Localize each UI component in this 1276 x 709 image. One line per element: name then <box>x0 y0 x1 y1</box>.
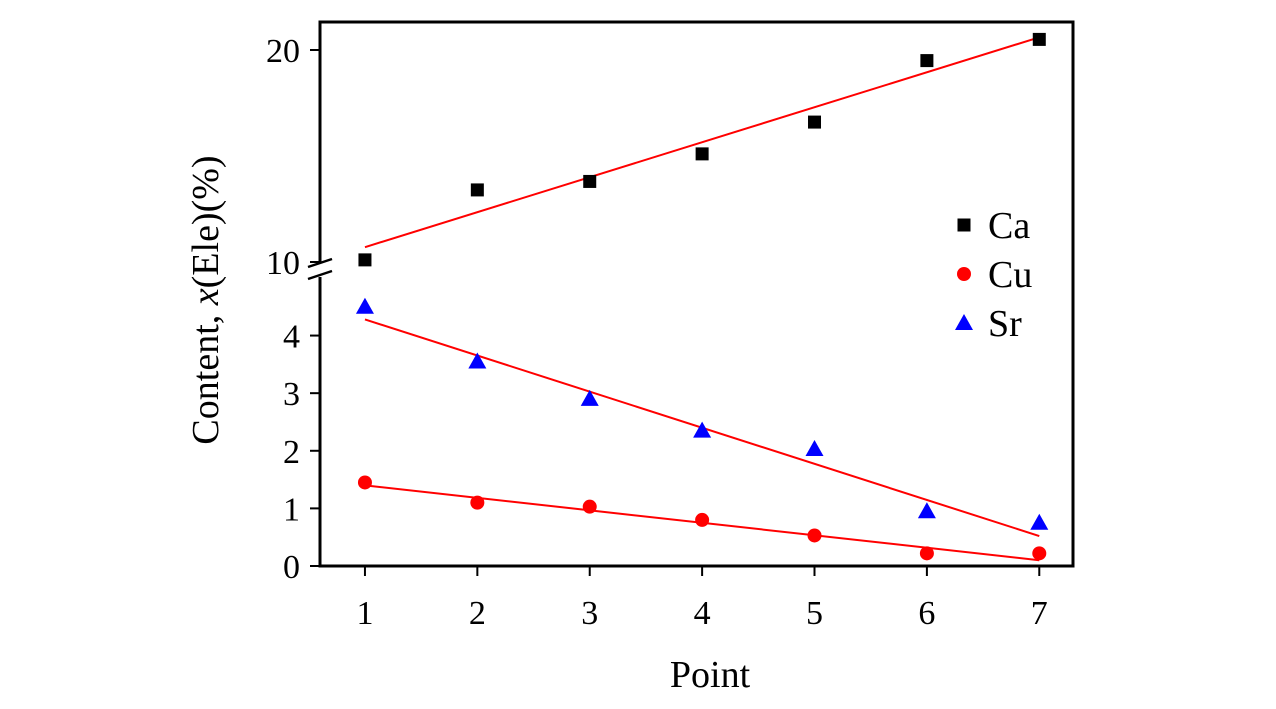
y-tick-label: 1 <box>283 491 300 528</box>
y-tick-label: 10 <box>266 245 300 282</box>
fit-lines <box>364 36 1040 562</box>
x-axis-ticks: 1 2 3 4 5 6 7 <box>356 566 1048 632</box>
legend-label-sr: Sr <box>988 303 1022 345</box>
y-tick-label: 0 <box>283 549 300 586</box>
break-slash <box>307 257 333 269</box>
legend: Ca Cu Sr <box>955 205 1032 345</box>
x-tick-label: 6 <box>918 595 935 632</box>
break-gap <box>316 263 324 277</box>
y-axis-ticks: 0 1 2 3 4 10 20 <box>266 33 320 586</box>
legend-marker-sr <box>955 314 973 330</box>
x-tick-label: 4 <box>694 595 711 632</box>
data-point-sr <box>917 502 936 519</box>
y-axis-title-variable: x <box>185 288 227 306</box>
y-tick-label: 2 <box>283 434 300 471</box>
data-point-cu <box>807 528 822 543</box>
x-tick-label: 2 <box>469 595 486 632</box>
data-point-cu <box>1032 546 1047 561</box>
legend-marker-cu <box>957 267 971 281</box>
plot-frame <box>318 20 1075 568</box>
legend-label-cu: Cu <box>988 254 1032 296</box>
x-tick-label: 5 <box>806 595 823 632</box>
data-point-sr <box>468 352 487 369</box>
data-point-ca <box>808 115 822 129</box>
y-tick-label: 3 <box>283 376 300 413</box>
break-slash <box>307 269 333 281</box>
x-tick-label: 3 <box>581 595 598 632</box>
data-point-ca <box>358 253 372 267</box>
data-point-sr <box>805 440 824 457</box>
y-tick-label: 4 <box>283 319 300 356</box>
y-axis-title-prefix: Content, <box>185 305 227 444</box>
data-point-ca <box>920 54 934 68</box>
fit-line-ca <box>364 36 1040 249</box>
data-point-ca <box>583 174 597 188</box>
data-point-cu <box>357 475 372 490</box>
data-point-ca <box>470 183 484 197</box>
y-tick-label: 20 <box>266 33 300 70</box>
data-point-sr <box>693 421 712 438</box>
legend-label-ca: Ca <box>988 205 1030 247</box>
data-point-sr <box>580 389 599 406</box>
y-axis-title-suffix: (Ele)(%) <box>185 155 227 288</box>
data-point-cu <box>582 499 597 514</box>
x-axis-title: Point <box>670 654 751 696</box>
x-tick-label: 7 <box>1031 595 1048 632</box>
data-point-sr <box>355 297 374 314</box>
y-axis-title: Content, x(Ele)(%) <box>185 155 227 444</box>
x-tick-label: 1 <box>356 595 373 632</box>
data-point-ca <box>1032 32 1046 46</box>
y-axis-break-mark <box>307 257 333 281</box>
data-points <box>355 32 1049 561</box>
data-point-cu <box>695 512 710 527</box>
legend-marker-ca <box>957 218 971 232</box>
data-point-ca <box>695 147 709 161</box>
data-point-cu <box>470 495 485 510</box>
data-point-sr <box>1030 513 1049 530</box>
data-point-cu <box>919 546 934 561</box>
